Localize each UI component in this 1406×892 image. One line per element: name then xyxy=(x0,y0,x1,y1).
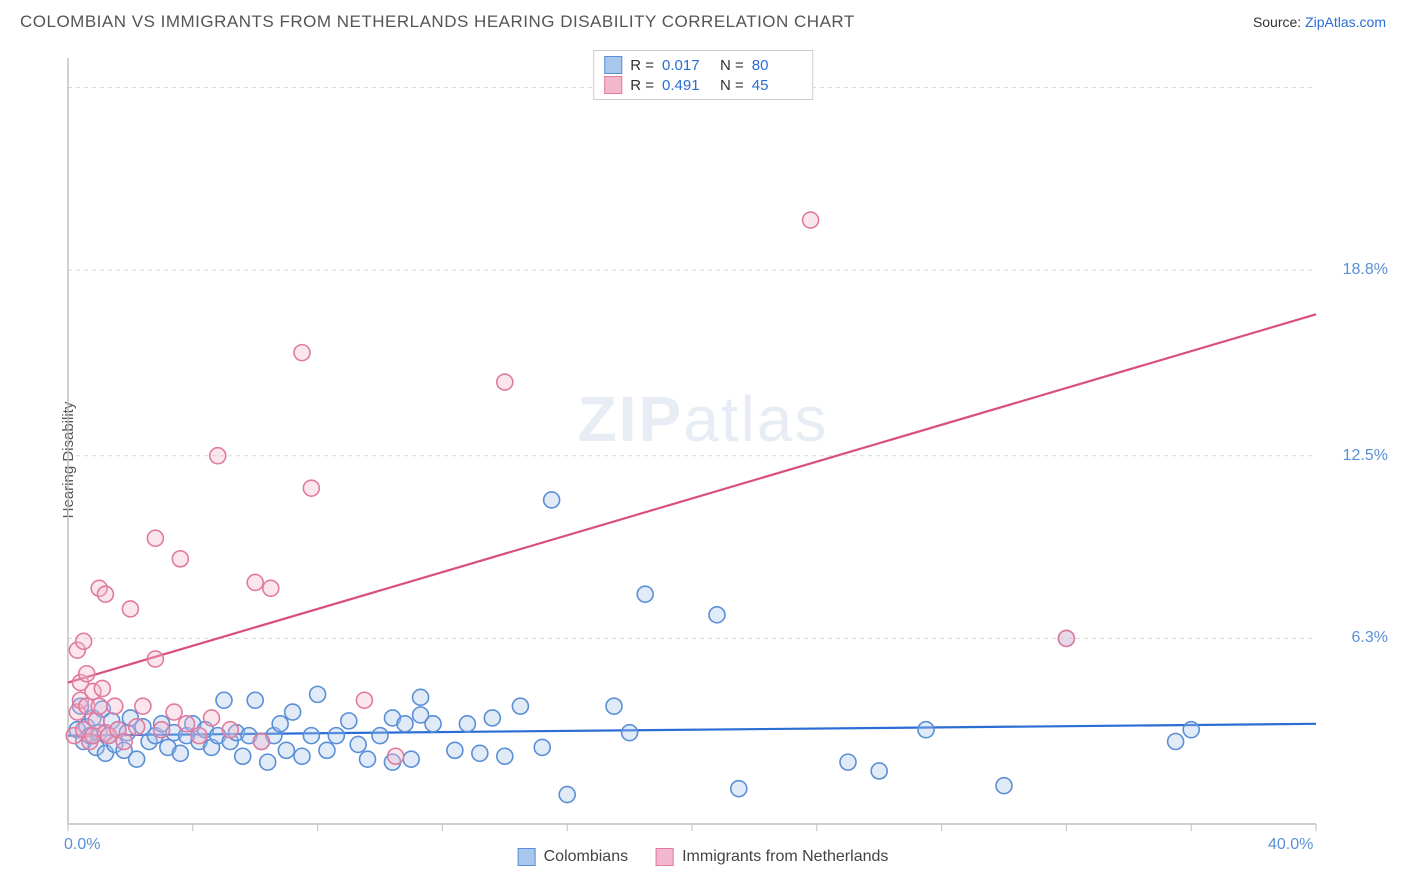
source-attribution: Source: ZipAtlas.com xyxy=(1253,14,1386,30)
scatter-plot xyxy=(60,48,1386,872)
r-value-1: 0.491 xyxy=(662,77,712,94)
x-tick-label: 40.0% xyxy=(1268,836,1313,854)
n-label: N = xyxy=(720,77,744,94)
n-value-0: 80 xyxy=(752,57,802,74)
chart-title: COLOMBIAN VS IMMIGRANTS FROM NETHERLANDS… xyxy=(20,12,855,32)
n-value-1: 45 xyxy=(752,77,802,94)
stats-legend-row-0: R = 0.017 N = 80 xyxy=(604,55,802,75)
legend-label-0: Colombians xyxy=(544,848,628,866)
legend-label-1: Immigrants from Netherlands xyxy=(682,848,888,866)
legend-swatch-0 xyxy=(604,56,622,74)
r-label: R = xyxy=(630,77,654,94)
legend-item-1: Immigrants from Netherlands xyxy=(656,848,888,866)
y-tick-label: 6.3% xyxy=(1352,629,1388,647)
chart-area: Hearing Disability R = 0.017 N = 80 R = … xyxy=(20,48,1386,872)
legend-swatch-1 xyxy=(604,76,622,94)
r-value-0: 0.017 xyxy=(662,57,712,74)
n-label: N = xyxy=(720,57,744,74)
legend-swatch-bottom-0 xyxy=(518,848,536,866)
stats-legend: R = 0.017 N = 80 R = 0.491 N = 45 xyxy=(593,50,813,100)
legend-swatch-bottom-1 xyxy=(656,848,674,866)
legend-item-0: Colombians xyxy=(518,848,628,866)
stats-legend-row-1: R = 0.491 N = 45 xyxy=(604,75,802,95)
r-label: R = xyxy=(630,57,654,74)
series-legend: Colombians Immigrants from Netherlands xyxy=(518,848,889,866)
y-tick-label: 18.8% xyxy=(1343,261,1388,279)
source-prefix: Source: xyxy=(1253,14,1305,30)
y-tick-label: 12.5% xyxy=(1343,447,1388,465)
source-link[interactable]: ZipAtlas.com xyxy=(1305,14,1386,30)
x-tick-label: 0.0% xyxy=(64,836,100,854)
